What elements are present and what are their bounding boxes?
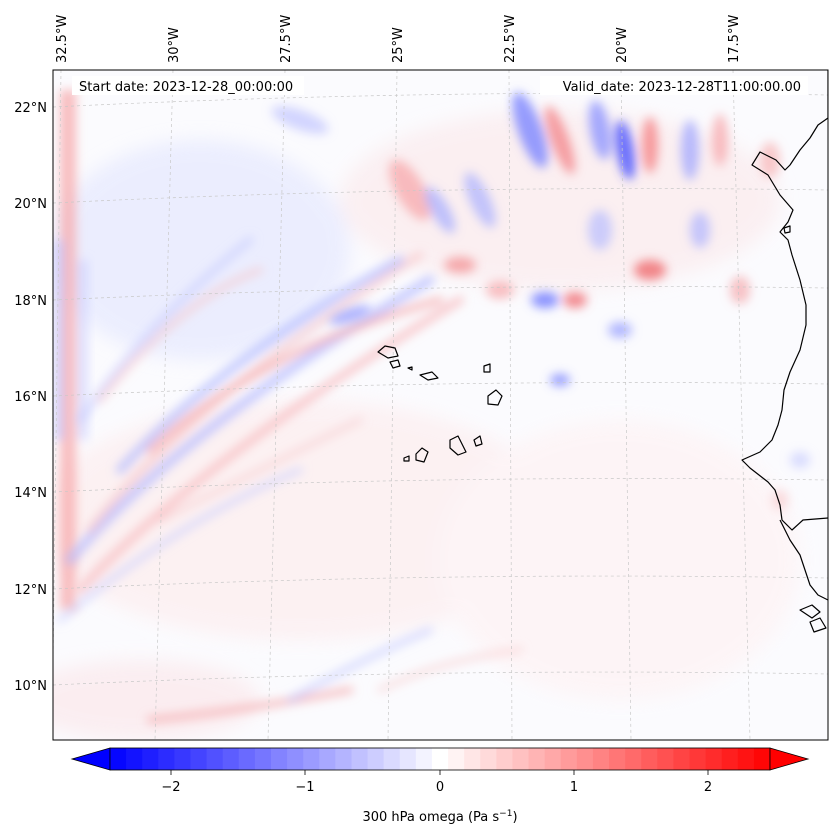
colorbar-segment xyxy=(126,748,143,770)
map-panel: Start date: 2023-12-28_00:00:00 Valid_da… xyxy=(52,69,829,741)
colorbar-segment xyxy=(673,748,691,770)
valid-date-box xyxy=(540,76,808,95)
colorbar-segment xyxy=(319,748,336,770)
colorbar-label-exponent: −1 xyxy=(499,809,512,819)
coastlines xyxy=(377,70,828,633)
colorbar-tick-label: 1 xyxy=(570,780,578,795)
colorbar-segment xyxy=(110,748,127,770)
lon-label: 22.5°W xyxy=(503,15,518,63)
colorbar-tick-label: −1 xyxy=(295,780,314,795)
colorbar-segment xyxy=(222,748,240,770)
latitude-labels: 22°N 20°N 18°N 16°N 14°N 12°N 10°N xyxy=(14,101,47,694)
colorbar-segment xyxy=(174,748,192,770)
colorbar-segment xyxy=(528,748,546,770)
colorbar-segment xyxy=(431,748,449,770)
lon-label: 27.5°W xyxy=(279,15,294,63)
colorbar-segment xyxy=(689,748,707,770)
colorbar-segment xyxy=(399,748,417,770)
colorbar-segment xyxy=(158,748,175,770)
valid-date-label: Valid_date: 2023-12-28T11:00:00.00 xyxy=(563,80,801,95)
colorbar-segment xyxy=(753,748,771,770)
colorbar-tick-label: −2 xyxy=(161,780,180,795)
colorbar-segment xyxy=(415,748,433,770)
colorbar-segments xyxy=(110,748,771,770)
colorbar-segment xyxy=(544,748,562,770)
canary-island xyxy=(783,225,791,234)
colorbar: −2 −1 0 1 2 300 hPa omega (Pa s−1) xyxy=(70,747,810,825)
colorbar-segment xyxy=(190,748,208,770)
lat-label: 14°N xyxy=(14,486,47,501)
colorbar-tick-labels: −2 −1 0 1 2 xyxy=(161,780,712,795)
africa-coastline xyxy=(741,70,828,531)
colorbar-max-extension xyxy=(769,747,810,771)
colorbar-label-main: 300 hPa omega (Pa s xyxy=(362,810,499,825)
colorbar-segment xyxy=(238,748,256,770)
colorbar-segment xyxy=(464,748,481,770)
colorbar-segment xyxy=(270,748,288,770)
colorbar-segment xyxy=(351,748,369,770)
colorbar-segment xyxy=(657,748,675,770)
omega-field xyxy=(53,90,810,740)
colorbar-label: 300 hPa omega (Pa s−1) xyxy=(362,809,517,825)
lon-label: 32.5°W xyxy=(55,15,70,63)
colorbar-segment xyxy=(737,748,755,770)
longitude-labels: 32.5°W 30°W 27.5°W 25°W 22.5°W 20°W 17.5… xyxy=(55,15,742,63)
colorbar-segment xyxy=(625,748,642,770)
cape-verde-islands xyxy=(377,345,503,463)
lon-label: 17.5°W xyxy=(727,15,742,63)
colorbar-segment xyxy=(254,748,272,770)
lat-label: 16°N xyxy=(14,390,47,405)
colorbar-segment xyxy=(303,748,320,770)
colorbar-segment xyxy=(335,748,353,770)
colorbar-segment xyxy=(480,748,497,770)
start-date-label: Start date: 2023-12-28_00:00:00 xyxy=(79,80,293,95)
bijagos-islands xyxy=(799,604,827,633)
colorbar-segment xyxy=(383,748,401,770)
colorbar-tick-label: 0 xyxy=(436,780,444,795)
colorbar-segment xyxy=(512,748,530,770)
colorbar-segment xyxy=(721,748,739,770)
lat-label: 18°N xyxy=(14,294,47,309)
lat-label: 22°N xyxy=(14,101,47,116)
colorbar-segment xyxy=(705,748,723,770)
colorbar-segment xyxy=(142,748,159,770)
colorbar-segment xyxy=(496,748,514,770)
lat-label: 20°N xyxy=(14,197,47,212)
colorbar-min-extension xyxy=(70,747,111,771)
colorbar-segment xyxy=(206,748,224,770)
colorbar-ticks xyxy=(170,770,709,775)
lat-label: 12°N xyxy=(14,583,47,598)
colorbar-segment xyxy=(448,748,465,770)
map-frame xyxy=(52,69,829,741)
colorbar-segment xyxy=(287,748,304,770)
colorbar-segment xyxy=(560,748,578,770)
lon-label: 25°W xyxy=(391,27,406,63)
start-date-box xyxy=(72,76,304,95)
colorbar-segment xyxy=(592,748,610,770)
colorbar-segment xyxy=(641,748,658,770)
colorbar-label-close: ) xyxy=(512,810,517,825)
colorbar-tick-label: 2 xyxy=(704,780,712,795)
lon-label: 30°W xyxy=(167,27,182,63)
colorbar-segment xyxy=(609,748,626,770)
graticule xyxy=(53,70,828,740)
colorbar-segment xyxy=(576,748,594,770)
lon-label: 20°W xyxy=(615,27,630,63)
west-africa-coast-lower xyxy=(779,519,828,601)
lat-label: 10°N xyxy=(14,679,47,694)
colorbar-segment xyxy=(367,748,385,770)
